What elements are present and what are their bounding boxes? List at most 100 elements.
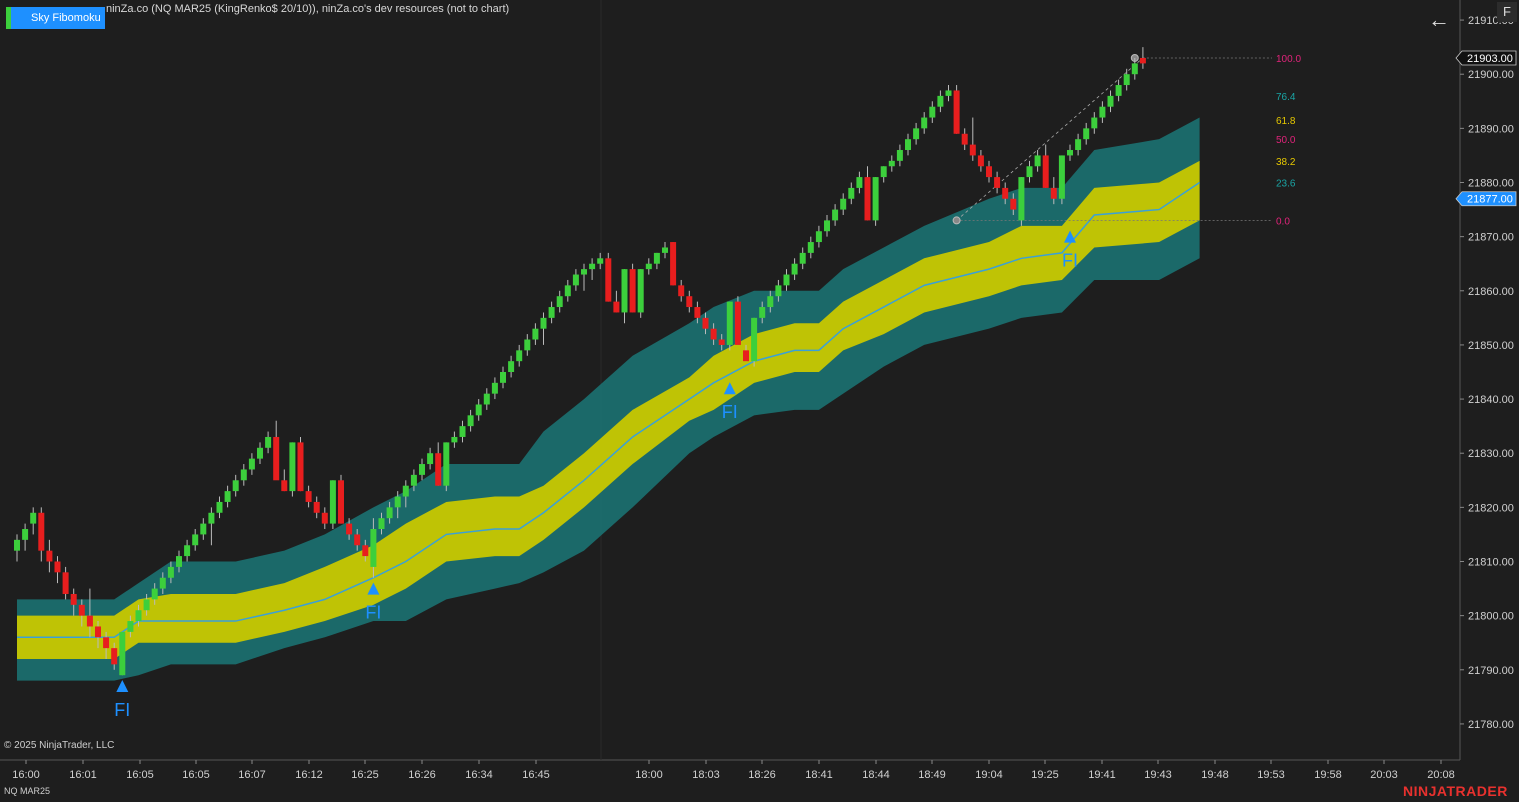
fib-level-label: 38.2 [1276,157,1296,168]
candle-body [832,209,839,221]
candle-body [78,604,85,616]
time-tick-label: 20:08 [1427,769,1455,781]
candle-body [483,393,490,405]
cursor-price-label: 21877.00 [1467,194,1513,206]
candle-body [888,160,895,167]
candle-body [176,556,182,567]
candle-body [1115,85,1122,96]
candle-body [62,572,69,594]
cloud-outer-band [17,117,1200,681]
price-tick-label: 21830.00 [1468,448,1514,460]
candle-body [872,177,879,221]
candle-body [1131,63,1138,75]
time-tick-label: 19:43 [1144,769,1172,781]
time-tick-label: 16:05 [126,769,154,781]
candle-body [491,382,498,394]
candle-body [969,144,976,156]
candle-body [22,529,29,540]
candle-body [378,518,385,530]
signal-label: FI [1062,251,1078,271]
price-tick-label: 21890.00 [1468,123,1514,135]
time-tick-label: 18:00 [635,769,663,781]
candle-body [516,350,523,362]
time-tick-label: 16:45 [522,769,550,781]
candle-body [224,491,231,502]
price-tick-label: 21780.00 [1468,719,1514,731]
candle-body [1139,57,1146,64]
candle-body [297,442,304,492]
candle-body [710,328,717,340]
candle-body [119,631,126,676]
candle-body [410,474,417,486]
price-tick-label: 21850.00 [1468,340,1514,352]
candle-body [702,317,709,329]
candle-body [694,307,701,318]
candle-body [248,458,255,470]
candle-body [662,247,668,253]
candle-body [103,637,110,649]
candle-body [653,252,660,264]
candle-body [1123,74,1130,86]
candle-body [475,404,482,416]
instrument-label: NQ MAR25 [4,786,51,796]
candle-body [38,512,45,551]
candle-body [678,285,685,297]
candle-body [435,453,442,486]
candle-body [313,501,320,513]
candle-body [200,523,207,535]
candle-body [896,150,903,161]
candle-body [645,263,652,270]
candle-body [799,252,806,264]
candle-body [1010,198,1017,210]
candle-body [556,296,563,308]
arrow-left-icon[interactable]: ← [1428,7,1450,32]
candle-body [451,436,458,443]
candle-body [815,231,822,243]
price-tick-label: 21840.00 [1468,394,1514,406]
candle-body [953,90,960,134]
candle-body [1091,117,1098,129]
cloud-inner-band [17,160,1200,659]
candle-body [1002,187,1009,199]
fib-anchor-low[interactable] [952,216,961,225]
chart-title: ninZa.co (NQ MAR25 (KingRenko$ 20/10)), … [106,3,510,15]
candle-body [14,539,20,551]
candle-body [718,339,725,345]
candle-body [532,328,539,340]
candle-body [54,561,61,573]
candle-body [921,117,928,129]
candle-body [216,501,223,513]
indicator-tag-sky-fibomoku[interactable]: Sky Fibomoku [6,7,105,29]
candle-body [305,491,312,502]
time-tick-label: 18:41 [805,769,833,781]
time-tick-label: 16:12 [295,769,323,781]
time-tick-label: 18:49 [918,769,946,781]
candle-body [386,507,393,519]
candle-body [289,442,296,492]
candle-body [589,263,596,270]
time-tick-label: 18:44 [862,769,890,781]
time-tick-label: 16:01 [69,769,97,781]
candle-body [961,133,968,145]
fib-level-label: 61.8 [1276,116,1296,127]
price-tick-label: 21790.00 [1468,665,1514,677]
last-price-label: 21903.00 [1467,53,1513,65]
candle-body [500,372,506,383]
candle-body [508,361,515,372]
candle-body [46,550,53,562]
candle-body [840,198,847,210]
signal-label: FI [114,700,130,720]
cloud-midline [17,181,1201,639]
candle-body [1018,177,1025,221]
f-button[interactable]: F [1497,2,1517,22]
time-tick-label: 18:03 [692,769,720,781]
time-tick-label: 19:41 [1088,769,1116,781]
candle-body [548,307,555,318]
candle-body [564,285,571,297]
candle-body [30,512,37,524]
candle-body [986,166,992,178]
candle-body [362,545,369,557]
candle-body [686,296,693,308]
candle-body [111,648,118,665]
